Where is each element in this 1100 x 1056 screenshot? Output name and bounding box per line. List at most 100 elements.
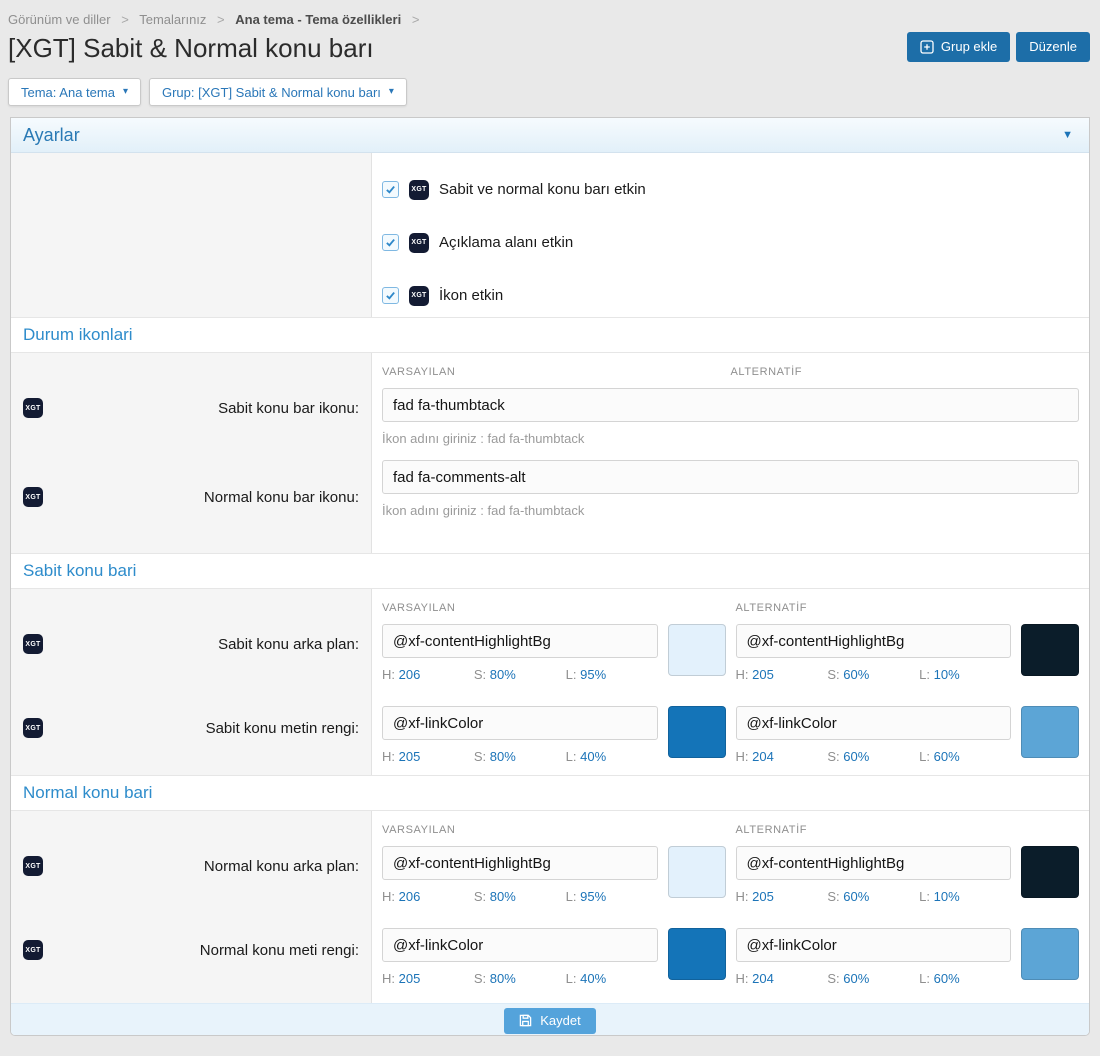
label-column: XGT Sabit konu bar ikonu: XGT Normal kon…	[11, 353, 372, 553]
color-swatch[interactable]	[1021, 706, 1079, 758]
settings-header-label: Ayarlar	[23, 124, 80, 145]
label-column	[11, 153, 372, 317]
property-label: Sabit konu bar ikonu:	[218, 399, 359, 417]
color-swatch[interactable]	[667, 928, 726, 980]
color-swatch[interactable]	[667, 624, 726, 676]
color-swatch[interactable]	[1021, 928, 1079, 980]
check-icon	[386, 291, 395, 300]
hue-value[interactable]: 205	[752, 667, 774, 682]
saturation-label: S:	[473, 971, 487, 986]
sticky-icon-input[interactable]	[382, 388, 1079, 422]
hue-value[interactable]: 206	[398, 667, 421, 682]
lightness-value[interactable]: 40%	[580, 749, 607, 764]
lightness-value[interactable]: 95%	[580, 667, 607, 682]
checkbox-label: İkon etkin	[439, 287, 504, 304]
breadcrumb-item-styles[interactable]: Temalarınız	[139, 12, 207, 27]
saturation-value[interactable]: 60%	[843, 889, 870, 904]
normal-bg-alt-input[interactable]	[735, 846, 1011, 880]
checkbox-sticky-normal-enabled[interactable]	[382, 181, 399, 198]
property-label: Normal konu arka plan:	[203, 857, 359, 875]
settings-section-header[interactable]: Ayarlar ▼	[11, 118, 1089, 153]
breadcrumb-item-appearance[interactable]: Görünüm ve diller	[8, 12, 111, 27]
edit-button[interactable]: Düzenle	[1016, 31, 1090, 62]
color-swatch[interactable]	[1021, 846, 1079, 898]
column-header-alternative: ALTERNATİF	[735, 602, 808, 614]
hue-label: H:	[735, 667, 749, 682]
checkbox-row: XGT Açıklama alanı etkin	[382, 216, 1079, 269]
lightness-label: L:	[565, 889, 577, 904]
property-label-block: XGT Sabit konu arka plan:	[11, 627, 371, 711]
theme-selector[interactable]: Tema: Ana tema ▾	[8, 78, 141, 106]
saturation-value[interactable]: 80%	[489, 971, 516, 986]
checkbox-icon-enabled[interactable]	[382, 287, 399, 304]
add-group-button[interactable]: Grup ekle	[906, 31, 1011, 62]
properties-panel: Ayarlar ▼ XGT Sabit ve normal konu barı …	[10, 117, 1090, 1036]
color-swatch[interactable]	[1021, 624, 1079, 676]
lightness-value[interactable]: 10%	[933, 889, 960, 904]
hue-label: H:	[382, 749, 395, 764]
hue-value[interactable]: 205	[752, 889, 774, 904]
hsl-values: H: 205 S: 60% L: 10%	[736, 667, 1012, 682]
sticky-bg-alt-input[interactable]	[735, 624, 1011, 658]
sticky-text-default-input[interactable]	[382, 706, 658, 740]
lightness-value[interactable]: 95%	[580, 889, 607, 904]
normal-icon-input[interactable]	[382, 460, 1079, 494]
saturation-value[interactable]: 60%	[843, 667, 870, 682]
xgt-addon-icon: XGT	[23, 398, 43, 418]
lightness-label: L:	[565, 667, 577, 682]
icon-input-row: İkon adını giriniz : fad fa-thumbtack	[382, 460, 1079, 518]
plus-square-icon	[920, 39, 934, 54]
normal-bg-default-input[interactable]	[382, 846, 658, 880]
breadcrumb-separator: >	[217, 12, 225, 27]
saturation-value[interactable]: 80%	[489, 749, 516, 764]
property-label: Sabit konu arka plan:	[218, 635, 359, 653]
hue-value[interactable]: 206	[398, 889, 421, 904]
color-swatch[interactable]	[667, 706, 726, 758]
group-selector[interactable]: Grup: [XGT] Sabit & Normal konu barı ▾	[148, 78, 407, 106]
lightness-value[interactable]: 60%	[933, 749, 960, 764]
hue-label: H:	[735, 889, 749, 904]
hue-value[interactable]: 205	[398, 971, 421, 986]
normal-text-alt-input[interactable]	[735, 928, 1011, 962]
hsl-values: H: 205 S: 80% L: 40%	[382, 971, 658, 986]
settings-content: XGT Sabit ve normal konu barı etkin XGT …	[372, 153, 1089, 317]
saturation-value[interactable]: 80%	[489, 889, 516, 904]
hsl-values: H: 205 S: 80% L: 40%	[382, 749, 658, 764]
saturation-label: S:	[827, 749, 840, 764]
save-button[interactable]: Kaydet	[504, 1007, 596, 1034]
saturation-value[interactable]: 80%	[489, 667, 516, 682]
panel-footer: Kaydet	[11, 1003, 1089, 1035]
lightness-label: L:	[919, 971, 930, 986]
chevron-down-icon: ▾	[388, 86, 394, 97]
hsl-values: H: 206 S: 80% L: 95%	[382, 889, 658, 904]
sticky-text-alt-input[interactable]	[735, 706, 1011, 740]
normal-text-default-input[interactable]	[382, 928, 658, 962]
hue-value[interactable]: 205	[398, 749, 421, 764]
saturation-value[interactable]: 60%	[843, 749, 870, 764]
checkbox-description-enabled[interactable]	[382, 234, 399, 251]
hsl-values: H: 204 S: 60% L: 60%	[736, 971, 1012, 986]
add-group-label: Grup ekle	[940, 39, 998, 54]
column-header-default: VARSAYILAN	[382, 366, 456, 378]
hsl-values: H: 206 S: 80% L: 95%	[382, 667, 658, 682]
lightness-value[interactable]: 10%	[933, 667, 960, 682]
property-label-block: XGT Normal konu bar ikonu:	[11, 480, 371, 569]
column-header-default: VARSAYILAN	[382, 602, 456, 614]
hue-value[interactable]: 204	[752, 749, 774, 764]
saturation-value[interactable]: 60%	[843, 971, 870, 986]
color-swatch[interactable]	[667, 846, 726, 898]
hue-value[interactable]: 204	[752, 971, 774, 986]
breadcrumb-item-current[interactable]: Ana tema - Tema özellikleri	[235, 12, 402, 27]
property-label: Normal konu meti rengi:	[199, 941, 359, 959]
lightness-value[interactable]: 60%	[933, 971, 960, 986]
column-header-alternative: ALTERNATİF	[730, 366, 803, 378]
check-icon	[386, 185, 395, 194]
xgt-addon-icon: XGT	[409, 179, 429, 200]
hue-label: H:	[735, 749, 749, 764]
sticky-bg-default-input[interactable]	[382, 624, 658, 658]
icon-input-hint: İkon adını giriniz : fad fa-thumbtack	[382, 503, 585, 518]
lightness-value[interactable]: 40%	[580, 971, 607, 986]
xgt-addon-icon: XGT	[23, 856, 43, 876]
collapse-icon[interactable]: ▼	[1062, 129, 1073, 141]
